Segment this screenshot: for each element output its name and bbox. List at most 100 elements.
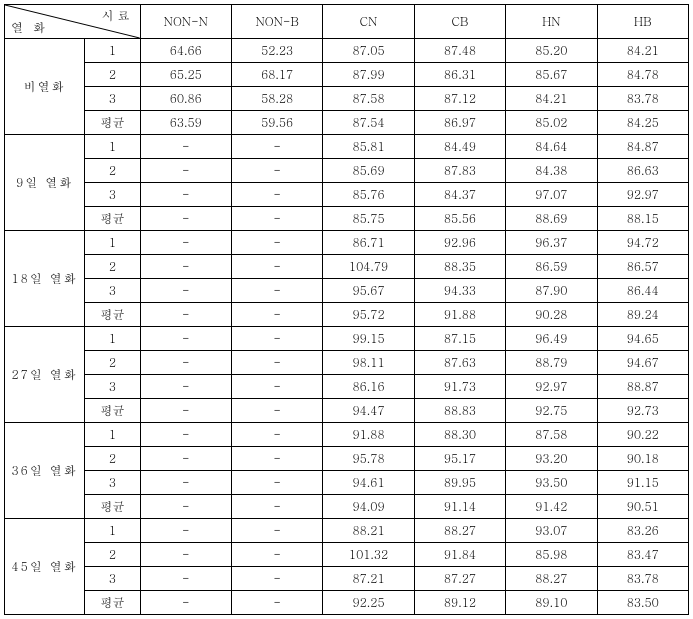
data-cell: - [231, 135, 322, 159]
data-cell: 94.61 [323, 471, 414, 495]
data-cell: 92.97 [506, 375, 597, 399]
data-cell: 89.10 [506, 591, 597, 615]
data-cell: - [231, 255, 322, 279]
data-cell: 83.78 [597, 87, 688, 111]
data-cell: 95.67 [323, 279, 414, 303]
data-cell: 92.97 [597, 183, 688, 207]
data-cell: 84.87 [597, 135, 688, 159]
data-cell: - [140, 231, 231, 255]
data-cell: 88.79 [506, 351, 597, 375]
data-cell: - [140, 543, 231, 567]
data-cell: 92.75 [506, 399, 597, 423]
col-header: CB [414, 5, 505, 39]
data-cell: - [140, 447, 231, 471]
data-cell: 58.28 [231, 87, 322, 111]
data-cell: 87.48 [414, 39, 505, 63]
data-cell: 89.24 [597, 303, 688, 327]
data-cell: - [140, 567, 231, 591]
data-cell: - [231, 495, 322, 519]
data-cell: 86.16 [323, 375, 414, 399]
data-cell: 90.51 [597, 495, 688, 519]
data-cell: 87.12 [414, 87, 505, 111]
data-cell: 85.20 [506, 39, 597, 63]
data-cell: 90.22 [597, 423, 688, 447]
data-cell: 84.21 [597, 39, 688, 63]
data-cell: - [231, 591, 322, 615]
data-cell: 90.18 [597, 447, 688, 471]
data-cell: 83.78 [597, 567, 688, 591]
data-cell: 87.90 [506, 279, 597, 303]
data-cell: 91.15 [597, 471, 688, 495]
data-cell: 87.63 [414, 351, 505, 375]
data-cell: 98.11 [323, 351, 414, 375]
col-header: NON-B [231, 5, 322, 39]
row-label: 1 [85, 519, 140, 543]
data-cell: 91.84 [414, 543, 505, 567]
data-cell: - [140, 591, 231, 615]
row-label: 1 [85, 327, 140, 351]
data-cell: 94.47 [323, 399, 414, 423]
row-label: 3 [85, 567, 140, 591]
data-cell: 96.49 [506, 327, 597, 351]
data-cell: 85.69 [323, 159, 414, 183]
data-cell: - [231, 231, 322, 255]
col-header: CN [323, 5, 414, 39]
data-cell: 88.27 [506, 567, 597, 591]
data-cell: - [231, 471, 322, 495]
row-label: 1 [85, 231, 140, 255]
data-cell: - [140, 327, 231, 351]
data-cell: 86.63 [597, 159, 688, 183]
data-cell: - [231, 447, 322, 471]
data-cell: 85.02 [506, 111, 597, 135]
data-cell: 94.33 [414, 279, 505, 303]
data-cell: - [140, 279, 231, 303]
data-cell: 84.25 [597, 111, 688, 135]
data-cell: 95.72 [323, 303, 414, 327]
data-cell: - [140, 423, 231, 447]
col-header: HB [597, 5, 688, 39]
data-cell: 95.78 [323, 447, 414, 471]
diag-bottom-label: 열 화 [11, 19, 48, 36]
data-cell: 65.25 [140, 63, 231, 87]
data-cell: - [231, 375, 322, 399]
group-label: 비열화 [5, 39, 85, 135]
row-label: 2 [85, 543, 140, 567]
diag-top-label: 시 료 [102, 7, 130, 24]
data-cell: 84.38 [506, 159, 597, 183]
row-label: 평균 [85, 495, 140, 519]
data-cell: 84.49 [414, 135, 505, 159]
data-cell: 86.71 [323, 231, 414, 255]
data-cell: - [140, 519, 231, 543]
data-cell: 88.27 [414, 519, 505, 543]
row-label: 2 [85, 255, 140, 279]
data-cell: 96.37 [506, 231, 597, 255]
data-table: 시 료열 화NON-NNON-BCNCBHNHB비열화164.6652.2387… [4, 4, 689, 615]
data-cell: 87.83 [414, 159, 505, 183]
data-cell: 60.86 [140, 87, 231, 111]
data-cell: 104.79 [323, 255, 414, 279]
data-cell: - [140, 351, 231, 375]
data-cell: 87.54 [323, 111, 414, 135]
row-label: 평균 [85, 207, 140, 231]
data-cell: 92.96 [414, 231, 505, 255]
data-cell: 83.47 [597, 543, 688, 567]
row-label: 평균 [85, 591, 140, 615]
data-cell: - [231, 423, 322, 447]
row-label: 2 [85, 159, 140, 183]
data-cell: 85.98 [506, 543, 597, 567]
data-cell: 84.37 [414, 183, 505, 207]
data-cell: 84.78 [597, 63, 688, 87]
data-cell: 86.57 [597, 255, 688, 279]
data-cell: 91.14 [414, 495, 505, 519]
data-cell: 88.15 [597, 207, 688, 231]
data-cell: 85.75 [323, 207, 414, 231]
data-cell: 68.17 [231, 63, 322, 87]
row-label: 평균 [85, 111, 140, 135]
data-cell: 63.59 [140, 111, 231, 135]
data-cell: 84.64 [506, 135, 597, 159]
data-cell: 94.67 [597, 351, 688, 375]
group-label: 27일 열화 [5, 327, 85, 423]
data-cell: 88.83 [414, 399, 505, 423]
data-cell: 87.21 [323, 567, 414, 591]
data-cell: 85.56 [414, 207, 505, 231]
